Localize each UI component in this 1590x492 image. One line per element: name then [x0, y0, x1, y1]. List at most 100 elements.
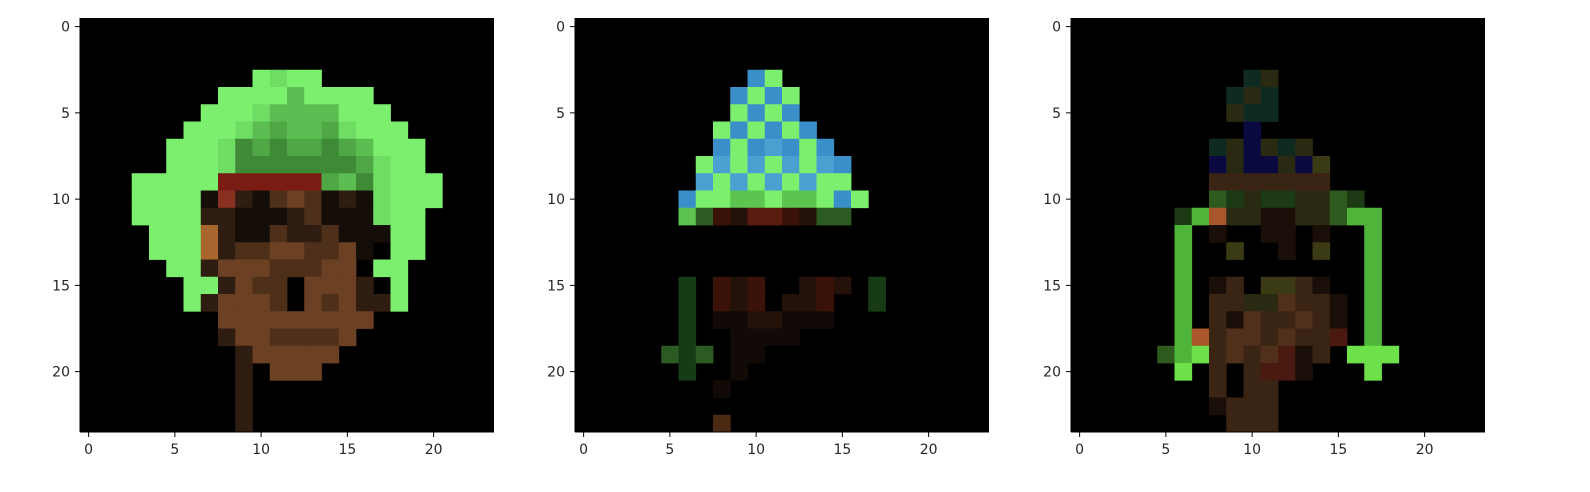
pixel [1209, 311, 1227, 329]
pixel [713, 156, 731, 174]
pixel [339, 329, 357, 347]
pixel [679, 294, 697, 312]
pixel [1244, 104, 1262, 122]
pixel [1278, 208, 1296, 226]
pixel [356, 173, 374, 191]
pixel [1261, 398, 1279, 416]
pixel [748, 139, 766, 157]
pixel [287, 208, 305, 226]
pixel [218, 311, 236, 329]
pixel [1295, 191, 1313, 209]
pixel [322, 156, 340, 174]
y-tick-label: 15 [547, 278, 565, 294]
pixel [235, 139, 253, 157]
pixel [408, 191, 426, 209]
pixel [201, 225, 219, 243]
pixel [356, 277, 374, 295]
pixel [218, 156, 236, 174]
pixel [782, 139, 800, 157]
pixel [1364, 208, 1382, 226]
x-tick-label: 10 [747, 442, 765, 458]
pixel [765, 70, 783, 88]
pixel [730, 277, 748, 295]
pixel [1261, 87, 1279, 105]
pixel [322, 87, 340, 105]
pixel [356, 156, 374, 174]
pixel [730, 104, 748, 122]
pixel [1226, 415, 1244, 433]
x-tick-label: 20 [1416, 442, 1434, 458]
pixel [253, 191, 271, 209]
pixel [184, 277, 202, 295]
pixel [339, 104, 357, 122]
panel-2: 0 5 10 15 20 0 5 10 15 20 [547, 18, 989, 458]
pixel [235, 156, 253, 174]
pixel [391, 173, 409, 191]
pixel [287, 156, 305, 174]
pixel [322, 311, 340, 329]
pixel [304, 87, 322, 105]
pixel [1209, 277, 1227, 295]
pixel [1209, 329, 1227, 347]
pixel [730, 294, 748, 312]
pixel [1175, 329, 1193, 347]
pixel [1244, 139, 1262, 157]
pixel [1261, 70, 1279, 88]
pixel [373, 260, 391, 278]
pixel [339, 225, 357, 243]
pixel [1347, 346, 1365, 364]
pixel [1278, 191, 1296, 209]
pixel [166, 260, 184, 278]
pixel [1364, 311, 1382, 329]
pixel [679, 277, 697, 295]
pixel [748, 104, 766, 122]
pixel [235, 398, 253, 416]
pixel [1313, 191, 1331, 209]
pixel [1261, 329, 1279, 347]
pixel [201, 173, 219, 191]
pixel [1226, 398, 1244, 416]
pixel [339, 87, 357, 105]
pixel [322, 173, 340, 191]
pixel [391, 156, 409, 174]
y-tick-label: 5 [556, 106, 565, 122]
pixel [1244, 122, 1262, 140]
pixel [270, 294, 288, 312]
pixel [373, 139, 391, 157]
pixel [1244, 415, 1262, 433]
pixel [304, 363, 322, 381]
pixel [748, 122, 766, 140]
pixel [765, 191, 783, 209]
pixel [322, 346, 340, 364]
pixel [1295, 173, 1313, 191]
pixel [1330, 191, 1348, 209]
pixel [713, 380, 731, 398]
pixel [696, 173, 714, 191]
pixel [1244, 87, 1262, 105]
pixel [235, 346, 253, 364]
pixel [287, 225, 305, 243]
pixel [1244, 156, 1262, 174]
pixel [339, 260, 357, 278]
pixel [287, 260, 305, 278]
x-tick-label: 5 [1161, 442, 1170, 458]
pixel [356, 311, 374, 329]
pixel [799, 139, 817, 157]
y-tick-label: 10 [52, 192, 70, 208]
pixel [730, 87, 748, 105]
pixel [1226, 329, 1244, 347]
pixel [270, 104, 288, 122]
pixel [1278, 277, 1296, 295]
pixel [304, 225, 322, 243]
pixel [1364, 346, 1382, 364]
pixel [1226, 104, 1244, 122]
pixel [166, 191, 184, 209]
pixel [799, 122, 817, 140]
x-tick-label: 10 [252, 442, 270, 458]
pixel [356, 122, 374, 140]
pixel [1175, 311, 1193, 329]
pixel [1226, 139, 1244, 157]
pixel [235, 122, 253, 140]
pixel [1261, 208, 1279, 226]
